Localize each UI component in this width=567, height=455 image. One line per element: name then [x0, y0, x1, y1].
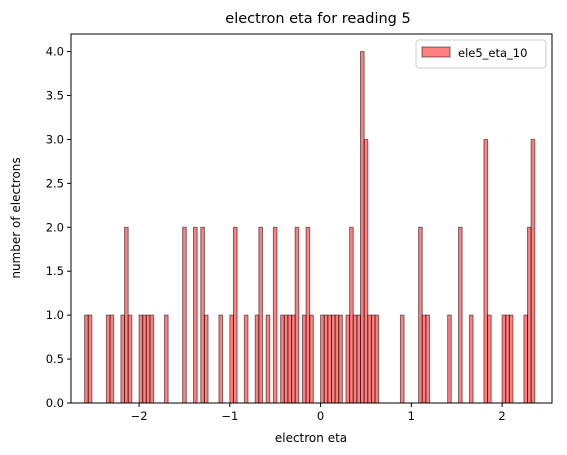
histogram-bar [367, 314, 372, 404]
chart-title: electron eta for reading 5 [225, 11, 410, 27]
histogram-bar [356, 314, 362, 404]
y-tick-label: 3.5 [46, 89, 64, 103]
histogram-bar [280, 314, 285, 404]
histogram-bar [334, 314, 340, 404]
histogram-bar [163, 314, 169, 404]
histogram-bar [258, 226, 263, 404]
y-tick-label: 0.5 [46, 352, 64, 366]
histogram-bar [120, 314, 126, 404]
histogram-bar [203, 314, 209, 404]
histogram-bar [283, 314, 289, 404]
histogram-bar [327, 314, 332, 404]
histogram-bar [526, 226, 532, 404]
histogram-bar [508, 314, 514, 404]
plot-frame [70, 33, 553, 404]
x-tick-label: −1 [221, 409, 238, 423]
histogram-bar [182, 226, 187, 404]
histogram-bar [142, 314, 147, 404]
x-axis-label: electron eta [275, 431, 347, 445]
histogram-bar [505, 314, 510, 404]
y-tick-label: 2.0 [46, 220, 64, 234]
histogram-bar [84, 314, 89, 404]
histogram-bar [374, 314, 380, 404]
histogram-bar [294, 226, 300, 404]
y-tick-label: 0.0 [46, 396, 64, 410]
histogram-bar [124, 226, 129, 404]
histogram-bar [109, 314, 115, 404]
histogram-bar [360, 51, 365, 404]
histogram-bar [421, 314, 427, 404]
y-axis-label: number of electrons [9, 157, 23, 278]
y-tick-label: 1.0 [46, 308, 64, 322]
histogram-bar [349, 226, 354, 404]
legend-swatch [421, 46, 451, 58]
y-tick-label: 3.0 [46, 132, 64, 146]
histogram-bar [127, 314, 133, 404]
histogram-bar [483, 138, 489, 404]
histogram-bar [301, 314, 307, 404]
histogram-bar [145, 314, 151, 404]
histogram-bar [105, 314, 111, 404]
histogram-bar [149, 314, 155, 404]
histogram-bar [487, 314, 492, 404]
x-tick-label: 1 [408, 409, 415, 423]
histogram-bar [320, 314, 325, 404]
y-tick-label: 2.5 [46, 176, 64, 190]
x-tick-label: −2 [131, 409, 148, 423]
histogram-bar [305, 226, 311, 404]
histogram-bar [523, 314, 528, 404]
histogram-bar [229, 314, 234, 404]
histogram-bar [218, 314, 224, 404]
histogram-bar [370, 314, 376, 404]
histogram-bar [425, 314, 430, 404]
histogram-bar [447, 314, 452, 404]
histogram-bar [309, 314, 314, 404]
x-tick-label: 2 [498, 409, 505, 423]
histogram-bar [468, 314, 474, 404]
histogram-bar [287, 314, 293, 404]
y-tick-label: 1.5 [46, 264, 64, 278]
histogram-bar [272, 226, 278, 404]
x-axis-ticks: −2 −1 0 1 2 [131, 403, 506, 423]
histogram-bar [330, 314, 336, 404]
histogram-bar [200, 226, 205, 404]
histogram-bar [193, 226, 198, 404]
histogram-bar [352, 314, 358, 404]
histogram-bar [530, 138, 536, 404]
histogram-bar [254, 314, 260, 404]
histogram-bar [399, 314, 405, 404]
histogram-bar [138, 314, 144, 404]
histogram-bar [363, 138, 369, 404]
histogram-bar [232, 226, 238, 404]
x-tick-label: 0 [317, 409, 324, 423]
legend-label: ele5_eta_10 [458, 46, 527, 60]
histogram-bar [323, 314, 329, 404]
histogram-bar [87, 314, 93, 404]
histogram-bar [291, 314, 296, 404]
histogram-bar [338, 314, 343, 404]
histogram-bar [501, 314, 507, 404]
histogram-bar [345, 314, 351, 404]
histogram-bar [418, 226, 423, 404]
y-axis-ticks: 0.0 0.5 1.0 1.5 2.0 2.5 3.0 3.5 4.0 [46, 45, 71, 410]
y-tick-label: 4.0 [46, 45, 64, 59]
histogram-bar [243, 314, 249, 404]
histogram-bar [458, 226, 463, 404]
histogram-bar [265, 314, 271, 404]
legend: ele5_eta_10 [415, 39, 547, 69]
